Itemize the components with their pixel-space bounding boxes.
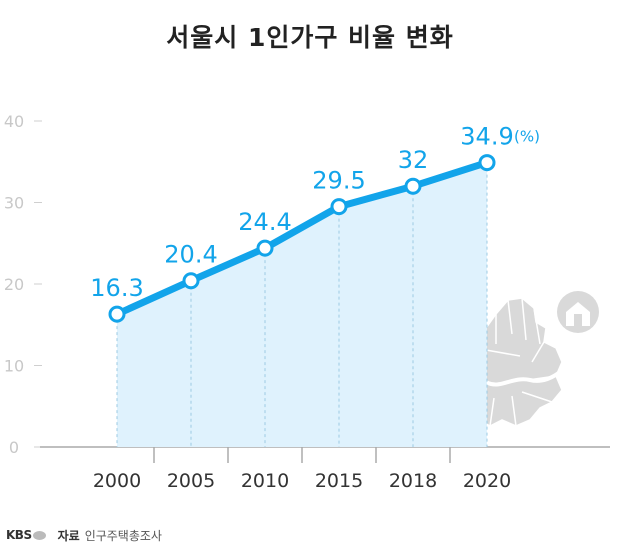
data-point: [404, 177, 422, 195]
data-points: [108, 154, 496, 323]
y-tick-label: 30: [4, 194, 24, 213]
y-tick-label: 0: [9, 438, 19, 457]
data-point: [256, 239, 274, 257]
x-tick-label: 2015: [315, 470, 363, 492]
x-tick-label: 2005: [167, 470, 215, 492]
data-point: [330, 198, 348, 216]
footer: KBS 자료 인구주택총조사: [6, 526, 162, 544]
data-label: 20.4: [164, 241, 217, 269]
y-tick-label: 40: [4, 112, 24, 131]
x-tick-label: 2018: [389, 470, 437, 492]
data-label: 34.9: [460, 123, 513, 151]
source-value: 인구주택총조사: [84, 528, 162, 543]
unit-label: (%): [514, 128, 540, 146]
y-tick-label: 20: [4, 275, 24, 294]
x-tick-label: 2010: [241, 470, 289, 492]
y-tick-label: 10: [4, 357, 24, 376]
y-axis: 0 10 20 30 40: [4, 112, 42, 457]
data-point: [108, 305, 126, 323]
source-label: 자료: [57, 528, 80, 543]
data-point: [478, 154, 496, 172]
x-axis: 2000 2005 2010 2015 2018 2020: [40, 446, 610, 492]
x-tick-label: 2020: [463, 470, 511, 492]
line-chart: 0 10 20 30 40 2000 2005 2010 2015 2018 2020 16.3 2…: [4, 112, 610, 492]
drop-lines: [116, 162, 488, 447]
data-point: [182, 272, 200, 290]
area-fill: [117, 162, 487, 447]
data-label: 32: [398, 146, 429, 174]
kbs-logo: KBS: [6, 528, 32, 542]
area-fill-path: [117, 162, 487, 447]
chart-title: 서울시 1인가구 비율 변화: [166, 23, 454, 52]
data-label: 16.3: [90, 274, 143, 302]
x-tick-label: 2000: [93, 470, 141, 492]
kbs-logo-icon: [32, 530, 46, 540]
data-labels: 16.3 20.4 24.4 29.5 32 34.9 (%): [90, 123, 540, 303]
series-line: [113, 159, 491, 318]
series-line-path: [113, 159, 491, 318]
data-label: 24.4: [238, 208, 291, 236]
data-label: 29.5: [312, 167, 365, 195]
